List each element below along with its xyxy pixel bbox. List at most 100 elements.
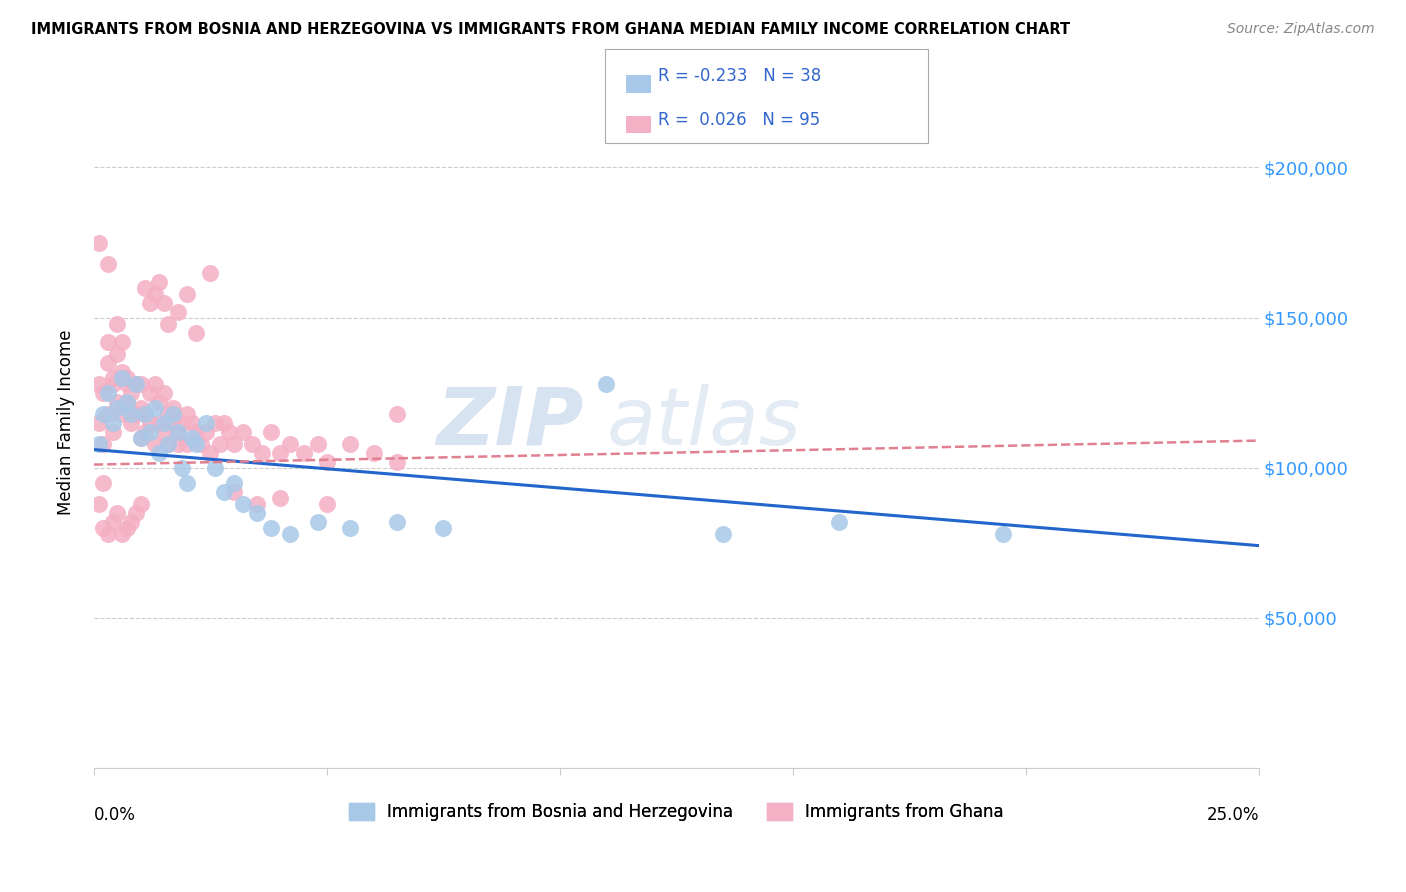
Text: atlas: atlas — [606, 384, 801, 461]
Point — [134, 425, 156, 439]
Point — [385, 407, 408, 421]
Point — [269, 445, 291, 459]
Point — [111, 370, 134, 384]
Point — [87, 436, 110, 450]
Point — [218, 425, 240, 439]
Point — [101, 370, 124, 384]
Y-axis label: Median Family Income: Median Family Income — [58, 330, 75, 516]
Point — [204, 416, 226, 430]
Point — [200, 445, 222, 459]
Point — [120, 515, 142, 529]
Point — [91, 407, 114, 421]
Text: ZIP: ZIP — [436, 384, 583, 461]
Point — [246, 506, 269, 520]
Text: R =  0.026   N = 95: R = 0.026 N = 95 — [658, 111, 820, 128]
Point — [162, 416, 184, 430]
Point — [97, 526, 120, 541]
Point — [143, 401, 166, 415]
Point — [208, 436, 231, 450]
Point — [385, 454, 408, 468]
Text: 0.0%: 0.0% — [94, 805, 136, 823]
Point — [157, 436, 180, 450]
Point — [101, 425, 124, 439]
Point — [148, 394, 170, 409]
Point — [316, 497, 339, 511]
Point — [153, 425, 176, 439]
Point — [214, 484, 236, 499]
Point — [828, 515, 851, 529]
Point — [97, 334, 120, 349]
Point — [595, 376, 617, 391]
Point — [120, 385, 142, 400]
Point — [97, 407, 120, 421]
Point — [157, 317, 180, 331]
Point — [87, 416, 110, 430]
Point — [91, 436, 114, 450]
Point — [180, 431, 202, 445]
Point — [105, 401, 128, 415]
Point — [339, 436, 361, 450]
Point — [153, 295, 176, 310]
Point — [157, 436, 180, 450]
Point — [307, 515, 329, 529]
Point — [105, 346, 128, 360]
Point — [111, 407, 134, 421]
Point — [91, 475, 114, 490]
Point — [190, 436, 212, 450]
Point — [153, 385, 176, 400]
Point — [125, 376, 148, 391]
Point — [125, 376, 148, 391]
Point — [125, 407, 148, 421]
Point — [101, 515, 124, 529]
Point — [278, 526, 301, 541]
Point — [711, 526, 734, 541]
Point — [222, 475, 245, 490]
Point — [139, 425, 162, 439]
Point — [186, 326, 208, 340]
Point — [97, 355, 120, 369]
Point — [176, 407, 198, 421]
Point — [105, 394, 128, 409]
Point — [101, 416, 124, 430]
Point — [246, 497, 269, 511]
Point — [134, 407, 156, 421]
Point — [200, 266, 222, 280]
Text: IMMIGRANTS FROM BOSNIA AND HERZEGOVINA VS IMMIGRANTS FROM GHANA MEDIAN FAMILY IN: IMMIGRANTS FROM BOSNIA AND HERZEGOVINA V… — [31, 22, 1070, 37]
Point — [139, 385, 162, 400]
Point — [153, 416, 176, 430]
Point — [111, 365, 134, 379]
Point — [115, 394, 138, 409]
Point — [222, 436, 245, 450]
Point — [120, 407, 142, 421]
Point — [139, 295, 162, 310]
Point — [111, 526, 134, 541]
Point — [87, 497, 110, 511]
Point — [186, 425, 208, 439]
Point — [292, 445, 315, 459]
Point — [143, 286, 166, 301]
Point — [97, 385, 120, 400]
Point — [87, 376, 110, 391]
Point — [148, 445, 170, 459]
Point — [129, 431, 152, 445]
Point — [134, 280, 156, 294]
Point — [115, 376, 138, 391]
Point — [125, 506, 148, 520]
Point — [176, 436, 198, 450]
Point — [186, 436, 208, 450]
Legend: Immigrants from Bosnia and Herzegovina, Immigrants from Ghana: Immigrants from Bosnia and Herzegovina, … — [349, 804, 1004, 822]
Point — [222, 484, 245, 499]
Point — [139, 416, 162, 430]
Point — [278, 436, 301, 450]
Text: R = -0.233   N = 38: R = -0.233 N = 38 — [658, 67, 821, 85]
Point — [115, 370, 138, 384]
Point — [97, 256, 120, 270]
Point — [260, 520, 283, 534]
Point — [176, 286, 198, 301]
Point — [162, 407, 184, 421]
Point — [232, 497, 254, 511]
Point — [143, 376, 166, 391]
Point — [363, 445, 385, 459]
Point — [991, 526, 1014, 541]
Point — [120, 416, 142, 430]
